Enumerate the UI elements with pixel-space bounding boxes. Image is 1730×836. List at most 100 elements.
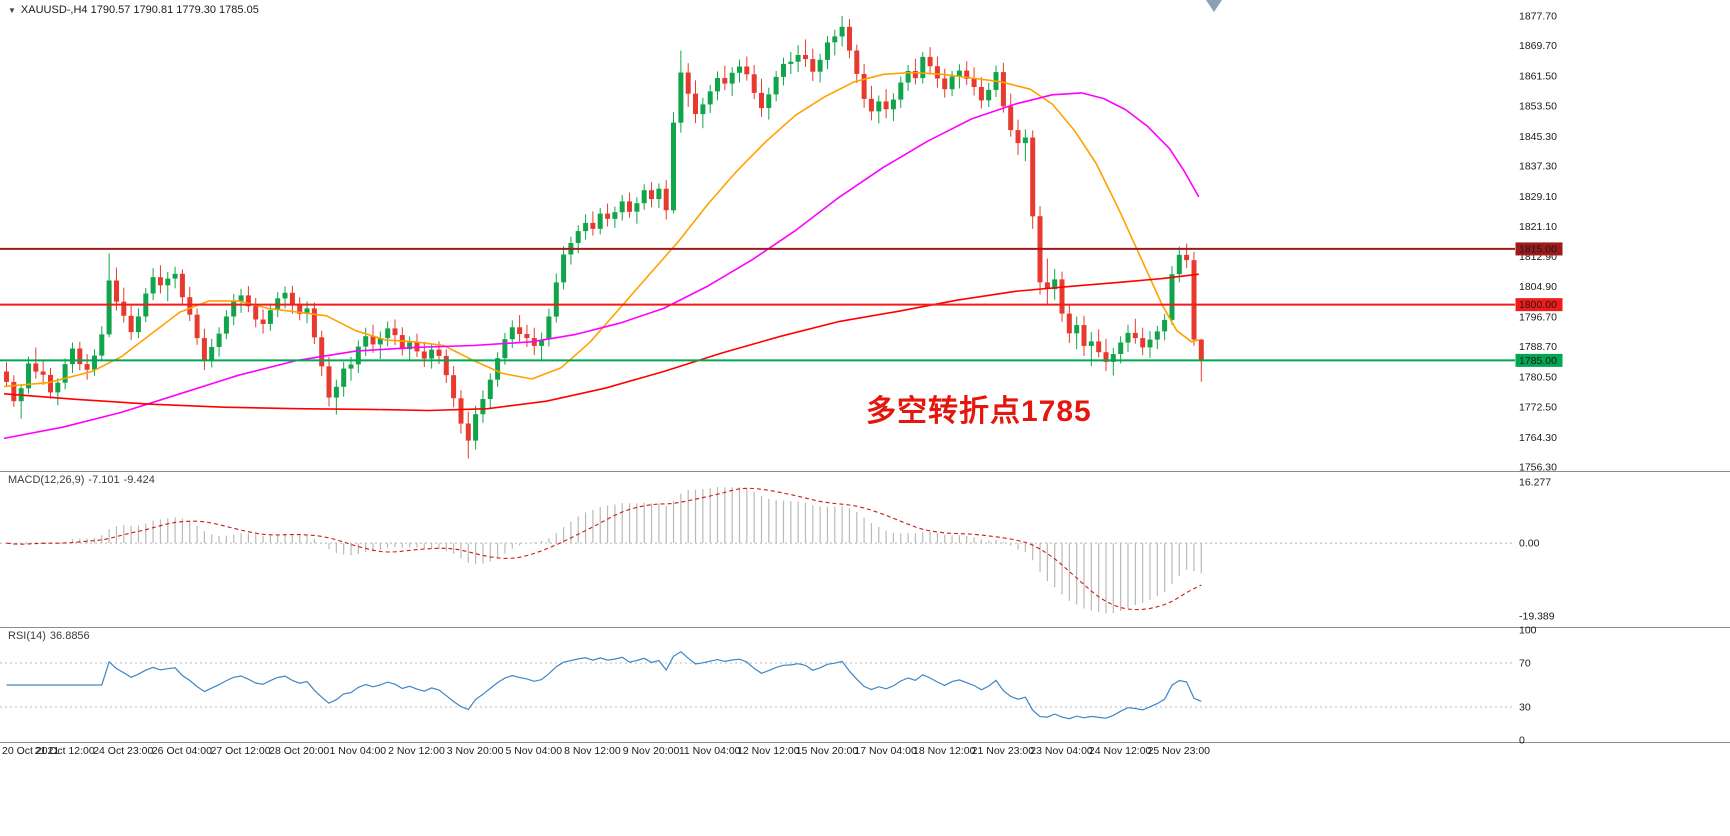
candle-body (231, 301, 237, 317)
candle-body (33, 363, 39, 372)
price-axis-label: 1764.30 (1519, 432, 1557, 444)
price-tag-label: 1815.00 (1519, 243, 1557, 255)
candle-body (282, 292, 288, 299)
candle-body (62, 364, 68, 383)
macd-axis-label: -19.389 (1519, 611, 1555, 623)
candle-body (1052, 279, 1058, 290)
candle-body (363, 336, 369, 347)
candle-body (1074, 325, 1080, 334)
price-axis-label: 1756.30 (1519, 462, 1557, 474)
rsi-axis-label: 30 (1519, 702, 1531, 714)
candle-body (986, 89, 992, 101)
candle-body (868, 98, 874, 112)
candle-body (693, 93, 698, 114)
time-axis-label: 24 Nov 12:00 (1089, 745, 1152, 757)
candle-body (135, 316, 141, 333)
candle-body (627, 201, 632, 212)
candle-body (1066, 313, 1072, 334)
candle-body (898, 82, 904, 100)
candle-body (509, 327, 515, 340)
candle-body (590, 222, 596, 229)
candle-body (1147, 339, 1153, 348)
price-axis-label: 1877.70 (1519, 11, 1557, 23)
price-tag[interactable] (1515, 353, 1563, 367)
price-tag[interactable] (1515, 242, 1563, 256)
candle-body (1118, 342, 1124, 354)
candle-body (216, 333, 222, 347)
price-axis-label: 1853.50 (1519, 100, 1557, 112)
time-axis-label: 25 Nov 23:00 (1148, 745, 1211, 757)
price-axis-label: 1837.30 (1519, 161, 1557, 173)
candle-body (949, 76, 955, 90)
candle-body (605, 213, 611, 219)
time-axis-label: 26 Oct 04:00 (152, 745, 212, 757)
candle-body (920, 56, 926, 79)
macd-value-signal: -9.424 (123, 474, 155, 486)
candle-body (348, 364, 354, 369)
chart-annotation[interactable]: 多空转折点1785 (866, 395, 1092, 428)
rsi-label: RSI(14) (8, 630, 46, 642)
time-axis-label: 21 Oct 12:00 (35, 745, 95, 757)
time-axis-label: 9 Nov 20:00 (623, 745, 680, 757)
candle-body (854, 50, 860, 74)
candle-body (465, 423, 471, 441)
candle-body (487, 379, 493, 399)
fast-ma-line (3, 71, 1200, 388)
candle-body (304, 308, 310, 314)
time-axis-label: 20 Oct 2021 (2, 745, 59, 757)
chart-shift-marker-icon[interactable] (1206, 0, 1222, 12)
candle-body (245, 295, 251, 307)
candle-body (876, 101, 882, 112)
candle-body (495, 358, 501, 380)
candle-body (502, 339, 508, 359)
candle-body (715, 78, 720, 92)
price-axis-label: 1780.50 (1519, 372, 1557, 384)
candle-body (128, 315, 134, 333)
candle-body (443, 355, 449, 376)
candle-body (392, 328, 398, 336)
candle-body (766, 94, 772, 109)
candle-body (685, 72, 691, 94)
candle-body (223, 316, 229, 334)
candle-body (253, 306, 259, 320)
candle-body (319, 337, 325, 367)
candle-body (1184, 254, 1190, 261)
candle-body (187, 297, 193, 315)
time-axis-label: 2 Nov 12:00 (388, 745, 445, 757)
candle-body (370, 336, 376, 345)
candle-body (656, 188, 662, 200)
price-axis-label: 1861.50 (1519, 71, 1557, 83)
candle-body (1191, 260, 1197, 340)
candle-body (194, 314, 200, 339)
price-axis-label: 1821.10 (1519, 221, 1557, 233)
candle-body (385, 328, 391, 339)
candle-body (795, 55, 801, 62)
candle-body (700, 104, 706, 115)
candle-body (671, 122, 676, 211)
candle-body (964, 70, 970, 79)
candle-body (781, 63, 786, 77)
price-tag-label: 1785.00 (1519, 355, 1557, 367)
candle-body (311, 308, 317, 338)
price-axis-label: 1788.70 (1519, 341, 1557, 353)
candle-body (553, 282, 559, 317)
candle-body (77, 348, 83, 365)
candle-body (707, 91, 713, 105)
candle-body (817, 59, 823, 72)
candle-body (157, 277, 163, 286)
time-axis-label: 23 Nov 04:00 (1030, 745, 1093, 757)
candle-body (912, 71, 918, 79)
candle-body (451, 375, 457, 399)
candle-body (429, 349, 435, 359)
price-tag[interactable] (1515, 298, 1563, 312)
symbol-info: ▼ XAUUSD-,H4 1790.57 1790.81 1779.30 1785… (8, 4, 259, 16)
time-axis-label: 5 Nov 04:00 (505, 745, 562, 757)
candle-body (803, 55, 808, 60)
mid-ma-line (3, 92, 1200, 440)
candle-body (905, 71, 911, 83)
rsi-axis-label: 0 (1519, 735, 1525, 747)
candle-body (956, 70, 962, 77)
time-axis-label: 11 Nov 04:00 (679, 745, 741, 757)
